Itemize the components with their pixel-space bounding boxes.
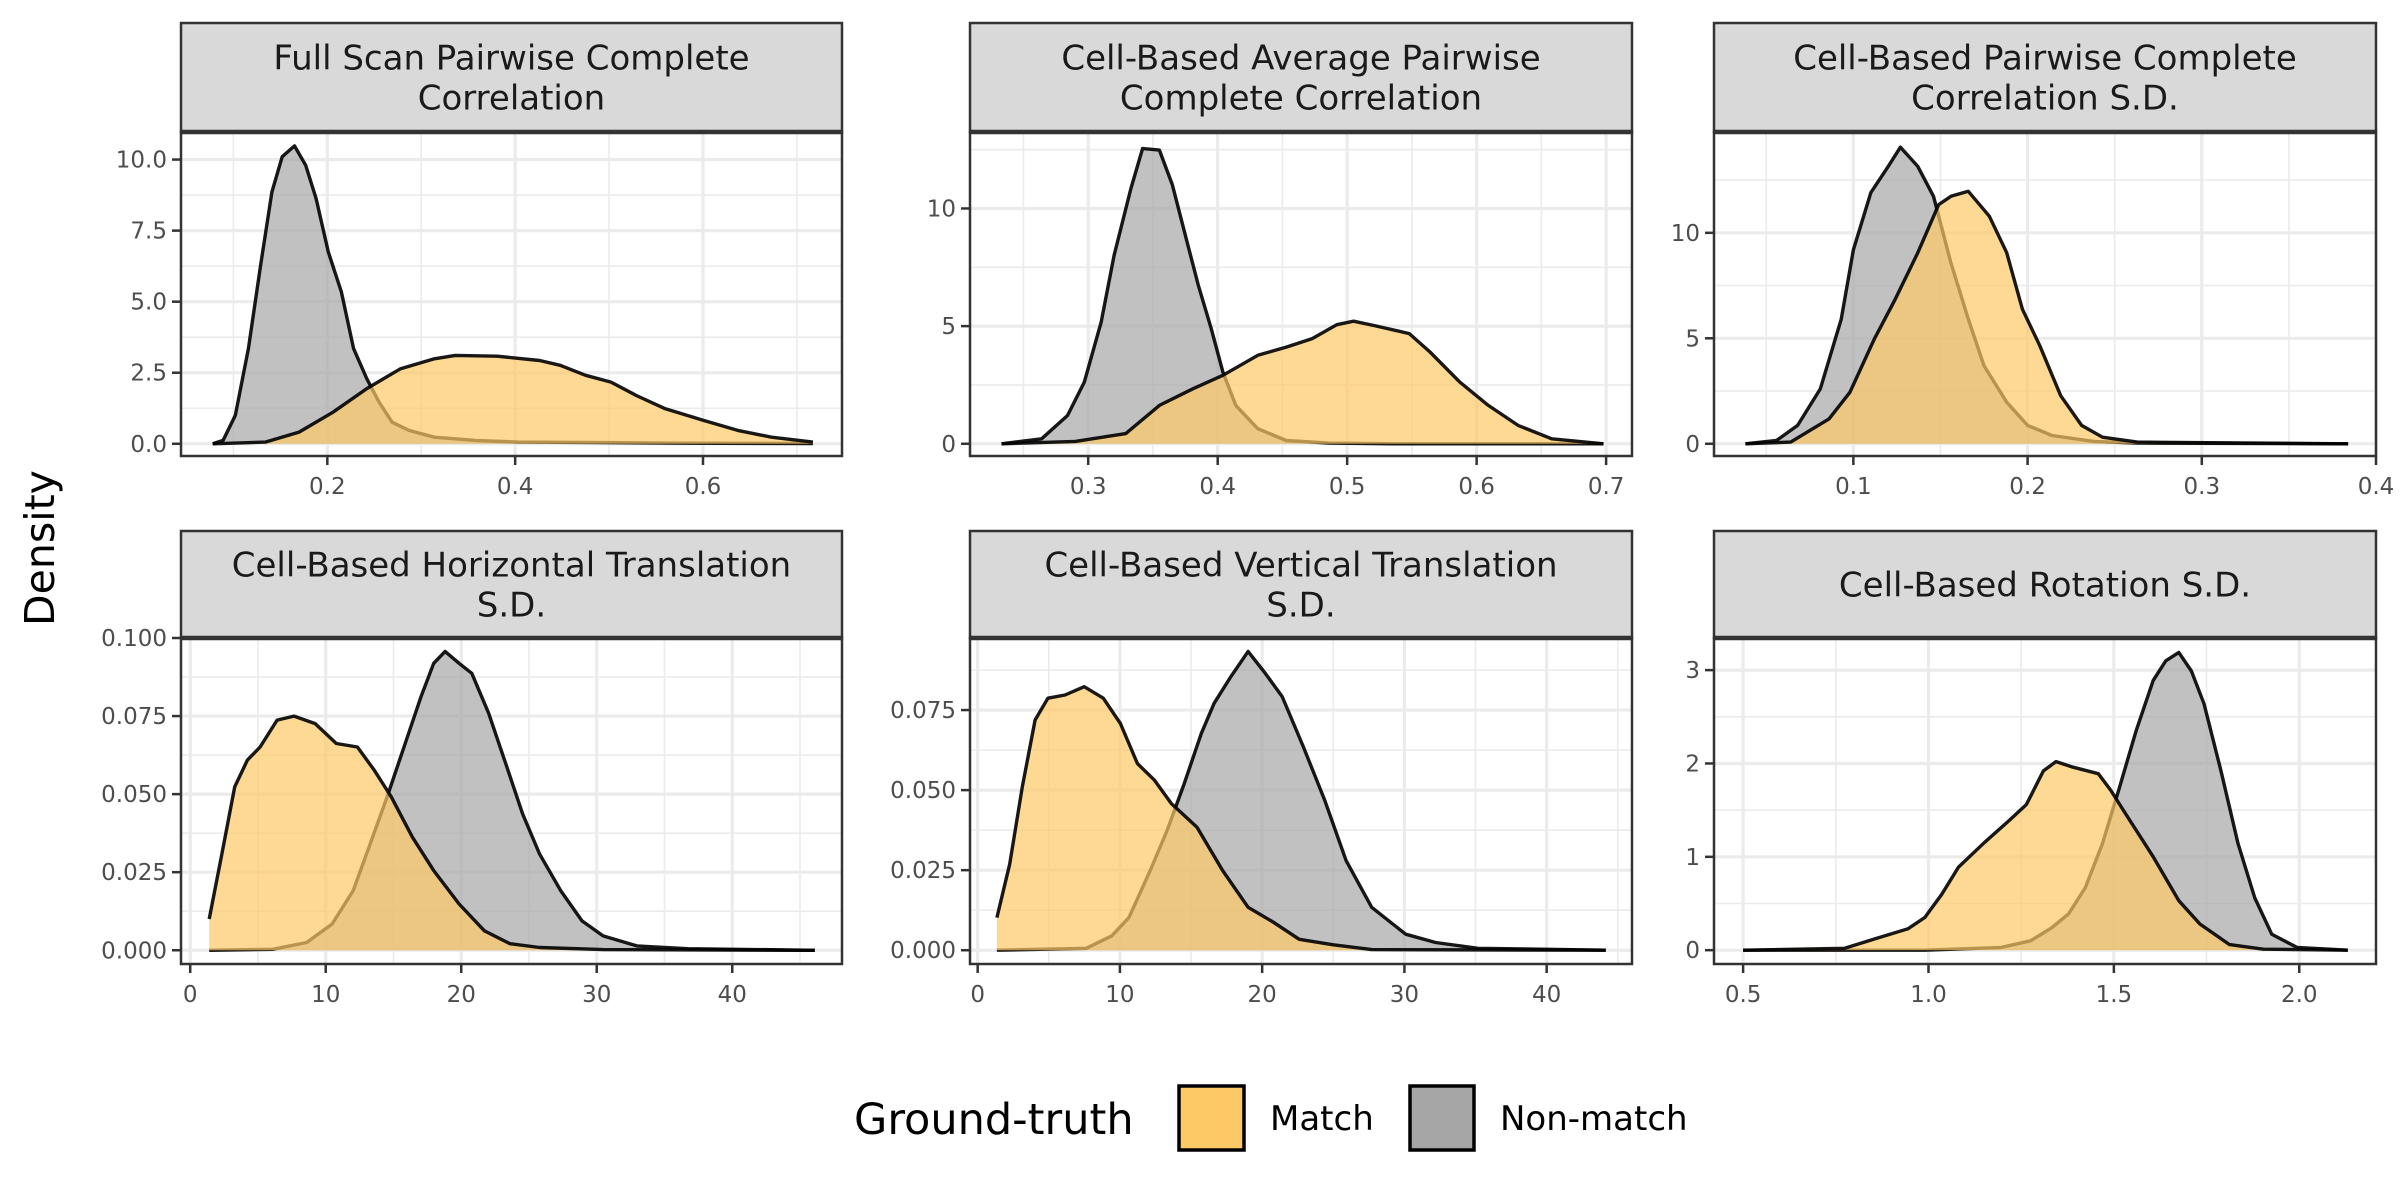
x-tick-label: 1.0 <box>1910 982 1947 1008</box>
y-tick-label: 3 <box>1685 658 1700 684</box>
strip-title-line: Correlation <box>418 79 605 119</box>
density-area-non-match <box>1001 148 1604 444</box>
x-tick-label: 1.5 <box>2096 982 2133 1008</box>
strip-title-line: Cell-Based Rotation S.D. <box>1839 566 2251 606</box>
density-area-non-match <box>1743 652 2348 951</box>
strip-title-line: Cell-Based Vertical Translation <box>1044 546 1557 586</box>
x-tick-label: 0.3 <box>1070 474 1107 500</box>
x-tick-label: 0.7 <box>1588 474 1625 500</box>
x-tick-label: 20 <box>447 982 476 1008</box>
strip-background <box>1712 529 2378 640</box>
strip-background <box>179 21 844 134</box>
strip-title-line: Cell-Based Average Pairwise <box>1061 39 1540 79</box>
x-tick-label: 0.6 <box>685 474 722 500</box>
density-line-match <box>1745 189 2349 446</box>
y-tick-label: 0 <box>941 432 956 458</box>
y-tick-label: 2.5 <box>130 361 167 387</box>
facet-panel-6: Cell-Based Rotation S.D. 0.5 1.0 1.5 2.0 0 1 2 3 <box>1685 529 2378 1008</box>
legend-swatch-match <box>1177 1084 1246 1152</box>
legend-label-match: Match <box>1270 1099 1374 1139</box>
x-tick-label: 0.1 <box>1835 474 1872 500</box>
density-area-match <box>1743 761 2348 951</box>
y-axis-title: Density <box>16 470 64 626</box>
y-tick-label: 7.5 <box>130 219 167 245</box>
y-tick-label: 0 <box>1685 938 1700 964</box>
x-tick-label: 40 <box>718 982 747 1008</box>
x-tick-label: 20 <box>1248 982 1277 1008</box>
density-area-match <box>209 716 815 951</box>
x-tick-label: 10 <box>1105 982 1134 1008</box>
x-tick-label: 0.6 <box>1458 474 1495 500</box>
x-tick-label: 0.4 <box>1199 474 1236 500</box>
x-tick-label: 0.2 <box>309 474 346 500</box>
strip-title-line: Cell-Based Pairwise Complete <box>1793 39 2297 79</box>
strip-title-line: Correlation S.D. <box>1911 79 2179 119</box>
legend-label-nonmatch: Non-match <box>1500 1099 1688 1139</box>
y-tick-label: 10.0 <box>116 148 167 174</box>
y-tick-label: 0.050 <box>890 778 956 804</box>
legend-swatch-nonmatch <box>1408 1084 1476 1152</box>
y-tick-label: 10 <box>927 196 956 222</box>
strip-title-line: Cell-Based Horizontal Translation <box>232 546 791 586</box>
y-tick-label: 5.0 <box>130 290 167 316</box>
y-tick-label: 0.075 <box>890 698 956 724</box>
density-line-match <box>207 714 815 952</box>
y-tick-label: 0.000 <box>890 938 956 964</box>
y-tick-label: 0.0 <box>130 432 167 458</box>
strip-title-line: S.D. <box>477 586 546 626</box>
y-tick-label: 0.075 <box>101 704 167 730</box>
legend: Ground-truth Match Non-match <box>854 1084 1688 1152</box>
x-tick-label: 2.0 <box>2281 982 2318 1008</box>
density-line-match <box>212 353 814 446</box>
density-line-match <box>1001 319 1604 446</box>
y-tick-label: 10 <box>1671 221 1700 247</box>
y-tick-label: 1 <box>1685 845 1700 871</box>
density-area-match <box>1745 191 2349 444</box>
density-line-match <box>1743 759 2348 952</box>
x-tick-label: 0.3 <box>2184 474 2221 500</box>
x-tick-label: 40 <box>1532 982 1561 1008</box>
x-tick-label: 30 <box>582 982 611 1008</box>
y-tick-label: 0.025 <box>101 860 167 886</box>
strip-background <box>179 529 844 640</box>
y-tick-label: 2 <box>1685 751 1700 777</box>
x-tick-label: 10 <box>311 982 340 1008</box>
density-area-match <box>212 355 813 444</box>
x-tick-label: 0.2 <box>2009 474 2046 500</box>
y-tick-label: 0.100 <box>101 626 167 652</box>
facet-panel-3: Cell-Based Pairwise CompleteCorrelation … <box>1671 21 2395 500</box>
density-line-match <box>995 685 1606 952</box>
x-tick-label: 0.4 <box>2358 474 2395 500</box>
x-tick-label: 0.4 <box>497 474 534 500</box>
x-tick-label: 0.5 <box>1329 474 1366 500</box>
x-tick-label: 30 <box>1390 982 1419 1008</box>
x-tick-label: 0 <box>970 982 985 1008</box>
strip-title-line: Complete Correlation <box>1120 79 1482 119</box>
strip-title-line: Full Scan Pairwise Complete <box>273 39 749 79</box>
x-tick-label: 0 <box>183 982 198 1008</box>
y-tick-label: 0.000 <box>101 938 167 964</box>
x-tick-label: 0.5 <box>1725 982 1762 1008</box>
y-tick-label: 5 <box>941 314 956 340</box>
y-tick-label: 0.025 <box>890 858 956 884</box>
density-area-non-match <box>212 145 813 444</box>
strip-background <box>1712 21 2378 134</box>
legend-title: Ground-truth <box>854 1095 1134 1145</box>
y-tick-label: 5 <box>1685 326 1700 352</box>
strip-background <box>968 529 1634 640</box>
y-tick-label: 0 <box>1685 432 1700 458</box>
strip-title-line: S.D. <box>1266 586 1335 626</box>
density-area-match <box>996 686 1606 951</box>
strip-background <box>968 21 1634 134</box>
y-tick-label: 0.050 <box>101 782 167 808</box>
